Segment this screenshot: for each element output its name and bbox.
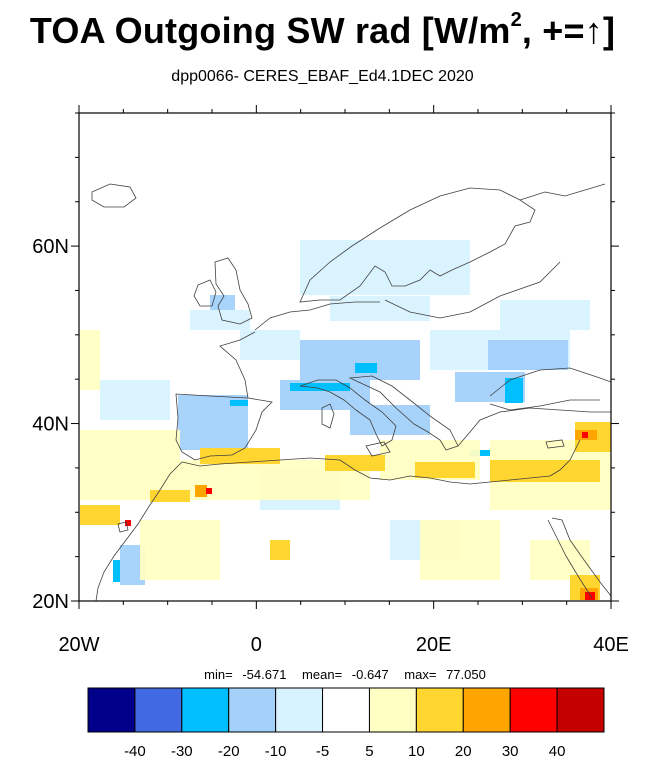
colorbar-label: 5 [365,743,373,760]
colorbar-label: 30 [502,743,519,760]
colorbar-label: -40 [124,743,146,760]
colorbar-swatch [181,687,230,733]
x-tick-label: 40E [593,634,629,656]
max-value: 77.050 [446,667,486,682]
colorbar-label: -30 [171,743,193,760]
min-label: min= [204,667,233,682]
anomaly-field [80,183,611,601]
map-ticks [71,105,619,609]
coastlines [91,183,611,601]
mean-value: -0.647 [351,667,389,682]
plot-subtitle: dpp0066- CERES_EBAF_Ed4.1DEC 2020 [171,68,474,85]
mean-label: mean= [302,667,343,682]
colorbar-label: 10 [408,743,425,760]
y-tick-label: 40N [32,414,69,436]
up-arrow-icon: ↑ [584,10,603,51]
colorbar-swatch [228,687,277,733]
y-tick-label: 60N [32,236,69,258]
colorbar-swatch [322,687,370,733]
map-panel: 20W 0 20E 40E 20N 40N 60N [32,105,629,656]
min-value: -54.671 [242,667,287,682]
colorbar-swatch [509,687,558,733]
colorbar-swatch [275,687,324,733]
max-label: max= [404,667,437,682]
x-tick-label: 20W [58,634,99,656]
colorbar-label: 20 [455,743,472,760]
map-tick-labels: 20W 0 20E 40E 20N 40N 60N [32,236,629,656]
colorbar-swatch [462,687,511,733]
colorbar-label: 40 [549,743,566,760]
colorbar-swatch [87,687,136,733]
y-tick-label: 20N [32,591,69,613]
colorbar-label: -5 [316,743,329,760]
colorbar-label: -10 [265,743,287,760]
plot-title: TOA Outgoing SW rad [W/m2, +=↑] [29,9,616,51]
statistics-line: min= -54.671 mean= -0.647 max= 77.050 [0,667,645,682]
colorbar-swatch [556,687,605,733]
x-tick-label: 0 [251,634,262,656]
colorbar-swatch [415,687,464,733]
colorbar: -40 -30 -20 -10 -5 5 10 20 30 40 [87,687,605,760]
colorbar-swatch [134,687,183,733]
x-tick-label: 20E [416,634,452,656]
colorbar-swatch [368,687,417,733]
colorbar-label: -20 [218,743,240,760]
